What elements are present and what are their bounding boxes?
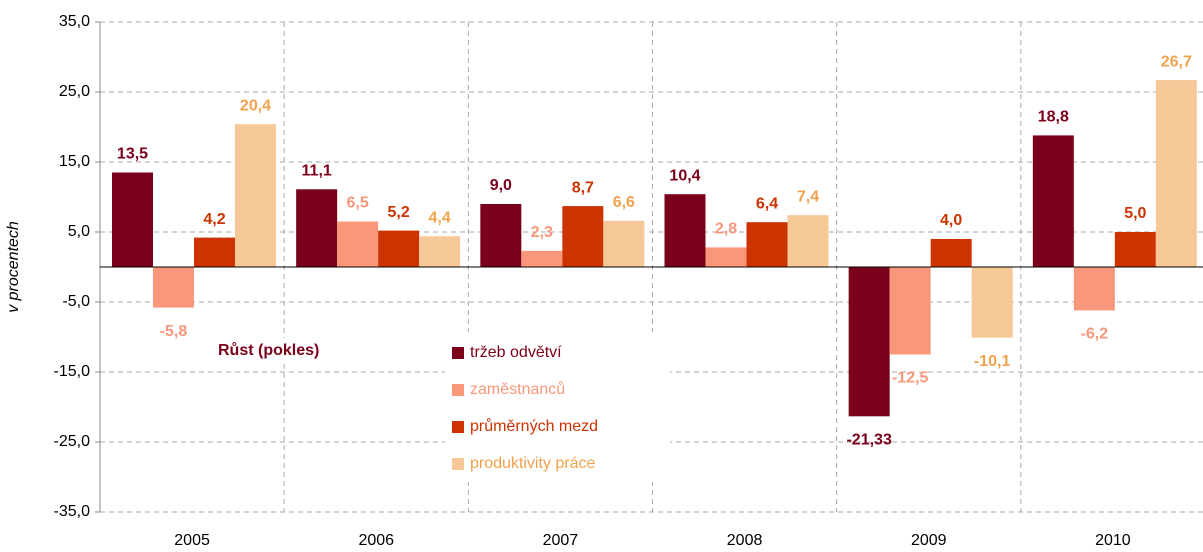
- data-label: 6,6: [613, 194, 635, 211]
- data-label: 4,2: [203, 211, 225, 228]
- data-label: -10,1: [974, 353, 1011, 370]
- data-label: 20,4: [240, 97, 271, 114]
- bar: [787, 215, 829, 267]
- bar: [112, 172, 153, 267]
- legend-label: produktivity práce: [470, 455, 595, 472]
- bar: [705, 247, 747, 267]
- data-label: 8,7: [572, 179, 594, 196]
- x-tick-label: 2008: [727, 532, 763, 549]
- data-label: 11,1: [302, 163, 332, 180]
- y-tick-label: 5,0: [68, 223, 90, 240]
- x-tick-label: 2010: [1095, 532, 1131, 549]
- y-tick-label: -35,0: [54, 503, 91, 520]
- data-label: -5,8: [160, 323, 188, 340]
- legend-label: tržeb odvětví: [470, 344, 562, 361]
- bar: [480, 204, 522, 267]
- y-tick-label: -5,0: [62, 293, 90, 310]
- data-label: 5,2: [388, 204, 410, 221]
- legend-swatch: [452, 347, 464, 359]
- data-label: 6,5: [347, 195, 369, 212]
- data-label: 10,4: [669, 167, 700, 184]
- y-tick-label: -15,0: [54, 363, 91, 380]
- data-label: -12,5: [892, 370, 929, 387]
- data-label: 26,7: [1161, 53, 1192, 70]
- y-axis-label: v procentech: [5, 221, 22, 313]
- legend-swatch: [452, 458, 464, 470]
- data-label: 4,4: [429, 209, 451, 226]
- bar: [521, 250, 563, 267]
- data-label: 13,5: [117, 146, 148, 163]
- bar: [1155, 80, 1197, 267]
- y-tick-label: 15,0: [59, 153, 90, 170]
- legend-title: Růst (pokles): [218, 342, 319, 359]
- bar: [153, 267, 194, 308]
- bar: [848, 267, 890, 417]
- bar: [746, 222, 788, 267]
- y-tick-label: -25,0: [54, 433, 91, 450]
- bar: [603, 220, 645, 267]
- bar: [1114, 232, 1156, 267]
- data-label: 4,0: [940, 212, 962, 229]
- bar: [337, 221, 379, 267]
- bar: [971, 267, 1013, 338]
- data-label: 2,8: [715, 221, 737, 238]
- x-tick-label: 2007: [543, 532, 579, 549]
- data-label: -6,2: [1081, 326, 1109, 343]
- legend-bg: [445, 332, 670, 482]
- data-label: 6,4: [756, 195, 778, 212]
- bar: [194, 237, 235, 267]
- bar: [664, 194, 706, 267]
- y-tick-label: 25,0: [59, 83, 90, 100]
- data-label: -21,33: [846, 432, 891, 449]
- x-tick-label: 2009: [911, 532, 947, 549]
- bar: [930, 239, 972, 267]
- bar: [1073, 267, 1115, 311]
- data-label: 5,0: [1124, 205, 1146, 222]
- bar: [562, 206, 604, 267]
- data-label: 18,8: [1038, 109, 1069, 126]
- bar: [419, 236, 461, 267]
- y-tick-label: 35,0: [59, 13, 90, 30]
- bar: [378, 230, 420, 267]
- legend-swatch: [452, 384, 464, 396]
- data-label: 9,0: [490, 177, 512, 194]
- legend-label: zaměstnanců: [470, 380, 565, 398]
- legend-swatch: [452, 421, 464, 433]
- legend-title-bg: [205, 338, 365, 364]
- bar: [889, 267, 931, 355]
- x-tick-label: 2005: [174, 532, 210, 549]
- data-label: 7,4: [797, 188, 819, 205]
- bar: [1032, 135, 1074, 267]
- x-tick-label: 2006: [358, 532, 394, 549]
- data-label: 2,3: [531, 224, 553, 241]
- bar: [296, 189, 338, 267]
- bar: [235, 124, 276, 267]
- legend-label: průměrných mezd: [470, 417, 598, 435]
